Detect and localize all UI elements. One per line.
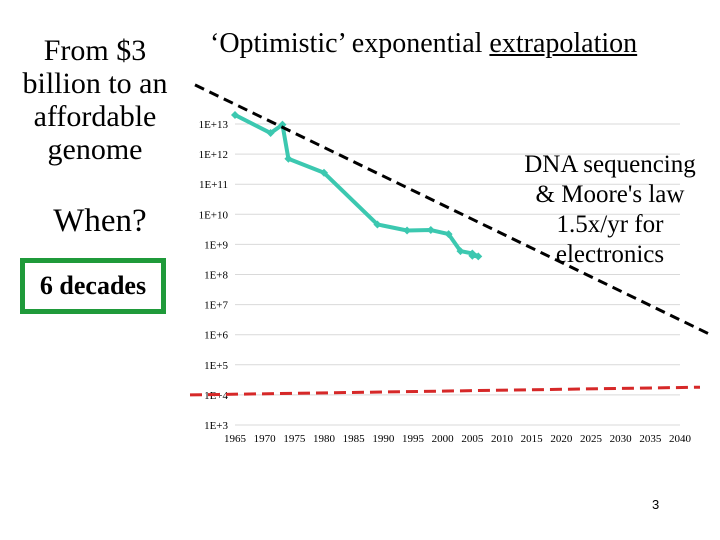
sequencing-cost-point — [426, 226, 435, 235]
x-tick-label: 2010 — [491, 433, 514, 445]
when-question: When? — [53, 203, 147, 239]
sequencing-cost-point — [284, 154, 293, 163]
title-line: affordable — [33, 100, 157, 133]
x-tick-label: 2040 — [669, 433, 692, 445]
x-tick-label: 2025 — [580, 433, 603, 445]
headline-prefix: ‘Optimistic’ exponential — [210, 28, 490, 59]
x-tick-label: 2035 — [639, 433, 662, 445]
y-tick-label: 1E+12 — [199, 149, 228, 161]
sequencing-cost-point — [403, 226, 412, 235]
title-line: billion to an — [22, 67, 168, 100]
x-tick-label: 1995 — [402, 433, 425, 445]
y-tick-label: 1E+7 — [204, 300, 228, 312]
y-tick-label: 1E+5 — [204, 360, 228, 372]
moore-line: electronics — [555, 241, 665, 268]
x-tick-label: 2000 — [432, 433, 455, 445]
title-line: genome — [47, 133, 143, 166]
y-tick-label: 1E+3 — [204, 420, 228, 432]
x-tick-label: 1985 — [343, 433, 366, 445]
y-tick-label: 1E+6 — [204, 330, 228, 342]
moore-line: & Moore's law — [535, 181, 685, 208]
moore-line: DNA sequencing — [524, 151, 696, 178]
chart-headline: ‘Optimistic’ exponential extrapolation — [210, 28, 637, 60]
sequencing-cost-point — [468, 251, 477, 260]
sequencing-cost-point — [373, 220, 382, 229]
sequencing-cost-point — [320, 168, 328, 177]
sequencing-cost-point — [474, 252, 483, 261]
moore-line: 1.5x/yr for — [556, 211, 664, 238]
x-tick-label: 2005 — [461, 433, 484, 445]
x-tick-label: 1990 — [372, 433, 395, 445]
y-tick-label: 1E+9 — [204, 239, 228, 251]
y-tick-label: 1E+13 — [199, 119, 229, 131]
y-tick-label: 1E+11 — [199, 179, 228, 191]
sequencing-cost-point — [444, 230, 453, 239]
sequencing-cost-point — [266, 129, 275, 138]
x-tick-label: 2030 — [610, 433, 633, 445]
x-tick-label: 1970 — [254, 433, 277, 445]
y-tick-label: 1E+10 — [199, 209, 229, 221]
x-tick-label: 1980 — [313, 433, 336, 445]
answer-box: 6 decades — [20, 258, 166, 314]
x-tick-label: 1965 — [224, 433, 247, 445]
sequencing-cost-point — [231, 110, 239, 119]
x-tick-label: 1975 — [283, 433, 306, 445]
sequencing-cost-point — [456, 247, 465, 256]
title-line: From $3 — [43, 34, 147, 67]
x-tick-label: 2020 — [550, 433, 573, 445]
y-tick-label: 1E+8 — [204, 270, 228, 282]
slide-number: 3 — [652, 497, 660, 512]
answer-text: 6 decades — [39, 271, 147, 300]
moore-annotation: DNA sequencing & Moore's law 1.5x/yr for… — [510, 150, 710, 270]
affordable-target-line — [189, 385, 701, 397]
x-tick-label: 2015 — [521, 433, 544, 445]
slide-title: From $3 billion to an affordable genome — [10, 34, 180, 166]
headline-underlined: extrapolation — [489, 28, 638, 59]
